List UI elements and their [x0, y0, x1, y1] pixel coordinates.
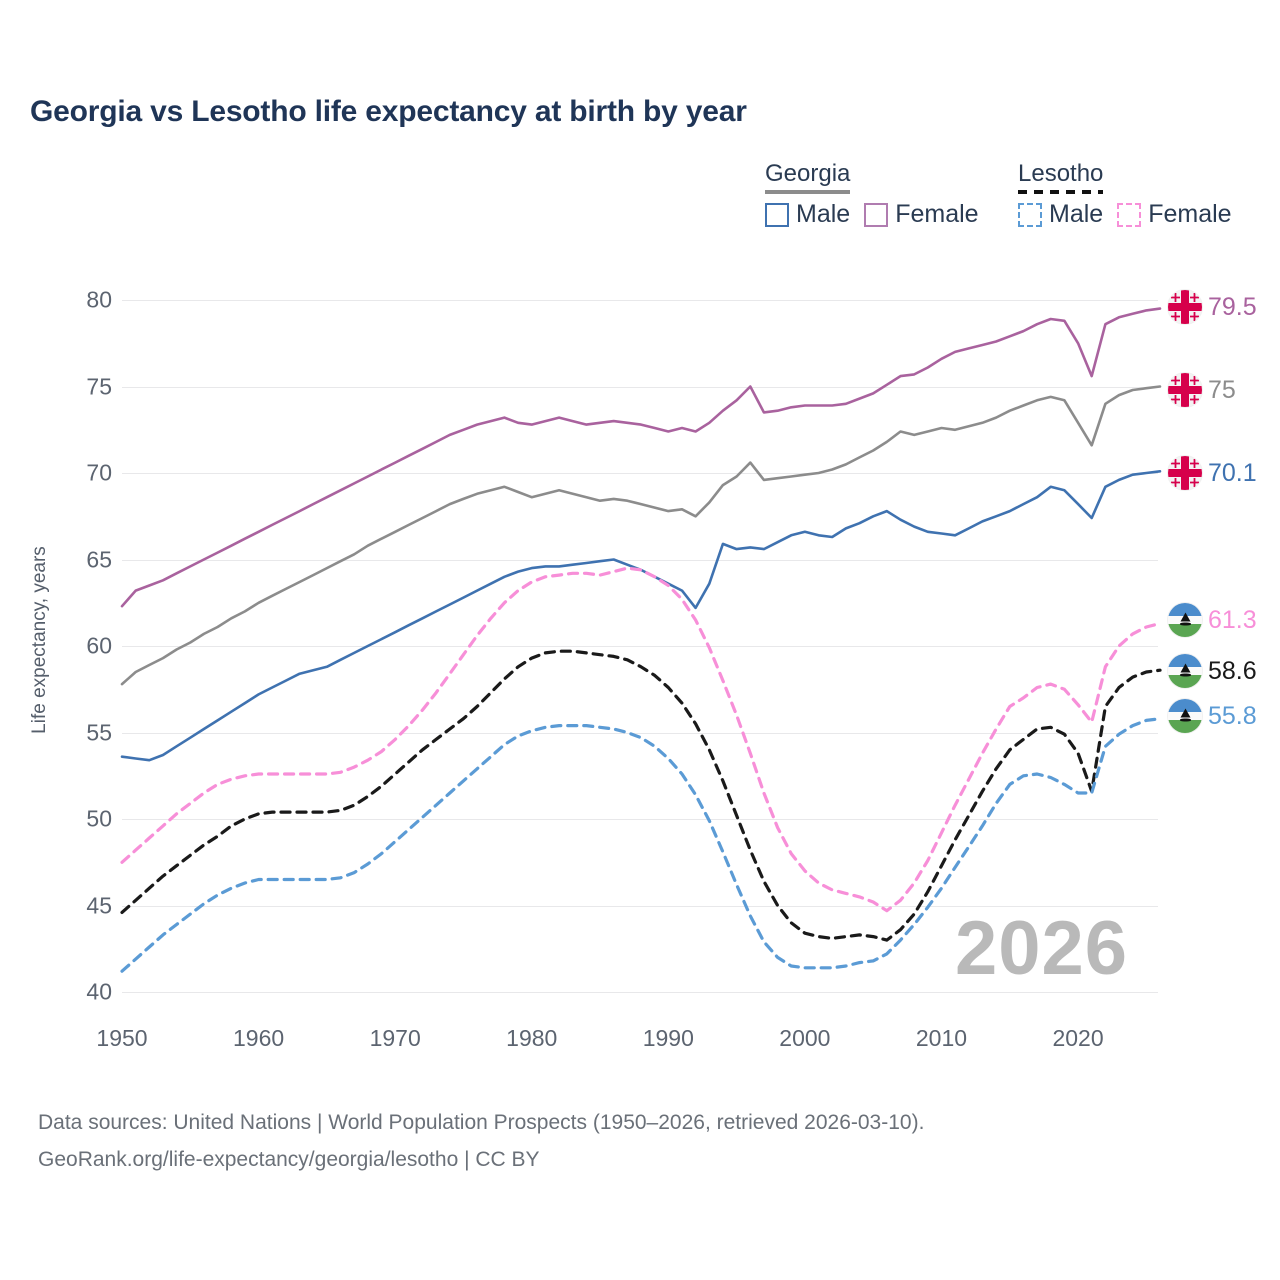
legend-rule-solid-icon [765, 190, 851, 194]
series-end-label: 79.5 [1168, 290, 1257, 324]
legend-item-lesotho-female[interactable]: Female [1117, 200, 1232, 229]
y-axis-tick: 80 [86, 286, 112, 313]
georgia-flag-icon [1168, 290, 1202, 324]
series-line [120, 566, 1162, 913]
series-line [120, 469, 1162, 762]
y-axis-tick: 50 [86, 805, 112, 832]
y-axis-tick: 45 [86, 892, 112, 918]
legend-swatch-solid-purple-icon [864, 202, 889, 227]
legend-swatch-solid-blue-icon [765, 202, 789, 227]
x-axis-tick: 1980 [506, 1025, 558, 1051]
gridline [122, 559, 1158, 561]
y-axis-tick: 55 [86, 719, 112, 745]
gridline [122, 646, 1158, 647]
chart-legend: Georgia Male Female Lesotho [760, 160, 1260, 240]
legend-label-lesotho-female: Female [1148, 200, 1232, 228]
lesotho-flag-icon [1168, 654, 1202, 688]
y-axis-tick: 70 [86, 459, 112, 486]
gridline [122, 732, 1158, 734]
series-end-value: 61.3 [1208, 605, 1257, 634]
x-axis-tick: 2000 [779, 1025, 831, 1051]
footer: Data sources: United Nations | World Pop… [38, 1105, 924, 1179]
y-axis-tick: 65 [86, 546, 112, 572]
series-end-value: 79.5 [1208, 292, 1257, 321]
y-axis-label: Life expectancy, years [29, 546, 50, 734]
footer-line-attribution: GeoRank.org/life-expectancy/georgia/leso… [38, 1147, 540, 1171]
legend-label-lesotho-male: Male [1049, 200, 1104, 228]
series-end-label: 70.1 [1168, 456, 1257, 490]
gridline [122, 819, 1158, 820]
legend-country-georgia: Georgia [765, 160, 851, 194]
legend-country-lesotho: Lesotho [1018, 160, 1104, 194]
x-axis-tick: 2020 [1052, 1025, 1104, 1051]
series-line [120, 307, 1162, 608]
legend-label-georgia-female: Female [895, 200, 979, 228]
series-end-value: 75 [1208, 375, 1236, 404]
series-end-value: 55.8 [1208, 701, 1257, 730]
legend-group-lesotho: Lesotho Male Female [1018, 160, 1232, 228]
series-end-label: 75 [1168, 373, 1236, 407]
y-axis-tick: 60 [86, 632, 112, 659]
gridline [122, 300, 1158, 301]
footer-line-sources: Data sources: United Nations | World Pop… [38, 1111, 925, 1134]
legend-swatch-dashed-pink-icon [1117, 202, 1142, 227]
series-line [120, 385, 1162, 686]
georgia-flag-icon [1168, 373, 1202, 407]
series-end-label: 58.6 [1168, 654, 1257, 688]
gridline [122, 992, 1158, 993]
series-end-value: 58.6 [1208, 656, 1257, 685]
x-axis-tick: 1950 [96, 1025, 148, 1051]
year-watermark: 2026 [955, 906, 1129, 991]
legend-label-georgia-male: Male [796, 200, 851, 228]
y-axis-tick: 75 [86, 373, 112, 399]
series-end-label: 55.8 [1168, 699, 1257, 733]
lesotho-flag-icon [1168, 603, 1202, 637]
legend-swatch-dashed-blue-icon [1018, 202, 1042, 227]
legend-country-georgia-label: Georgia [765, 160, 851, 187]
x-axis-tick: 1990 [642, 1025, 694, 1051]
legend-item-lesotho-male[interactable]: Male [1018, 200, 1103, 229]
legend-country-lesotho-label: Lesotho [1018, 160, 1104, 187]
legend-group-georgia: Georgia Male Female [765, 160, 979, 228]
series-end-label: 61.3 [1168, 603, 1257, 637]
gridline [122, 473, 1158, 474]
gridline [122, 386, 1158, 388]
page-title: Georgia vs Lesotho life expectancy at bi… [30, 95, 747, 128]
legend-item-georgia-male[interactable]: Male [765, 200, 850, 229]
x-axis-tick: 2010 [915, 1025, 968, 1051]
series-line [120, 649, 1162, 942]
legend-rule-dashed-icon [1018, 190, 1104, 194]
y-axis-tick: 40 [86, 978, 112, 1005]
legend-item-georgia-female[interactable]: Female [864, 200, 979, 229]
x-axis-tick: 1970 [369, 1025, 421, 1051]
x-axis-tick: 1960 [232, 1025, 285, 1051]
series-end-value: 70.1 [1208, 458, 1257, 487]
georgia-flag-icon [1168, 456, 1202, 490]
lesotho-flag-icon [1168, 699, 1202, 733]
